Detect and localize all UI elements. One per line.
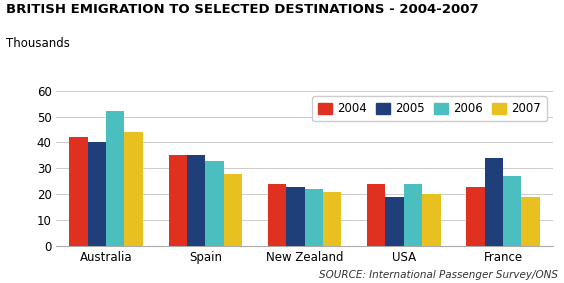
Bar — [286, 186, 305, 246]
Bar — [484, 158, 503, 246]
Bar — [268, 184, 286, 246]
Bar — [385, 197, 404, 246]
Bar — [169, 155, 187, 246]
Bar — [323, 192, 341, 246]
Bar — [205, 161, 224, 246]
Bar — [87, 142, 106, 246]
Bar — [466, 186, 484, 246]
Bar — [367, 184, 385, 246]
Text: Thousands: Thousands — [6, 37, 69, 50]
Bar — [125, 132, 143, 246]
Bar — [503, 176, 522, 246]
Text: SOURCE: International Passenger Survey/ONS: SOURCE: International Passenger Survey/O… — [319, 270, 558, 280]
Legend: 2004, 2005, 2006, 2007: 2004, 2005, 2006, 2007 — [312, 97, 547, 121]
Bar — [422, 194, 440, 246]
Bar — [305, 189, 323, 246]
Bar — [522, 197, 540, 246]
Bar — [404, 184, 422, 246]
Bar — [187, 155, 205, 246]
Text: BRITISH EMIGRATION TO SELECTED DESTINATIONS - 2004-2007: BRITISH EMIGRATION TO SELECTED DESTINATI… — [6, 3, 478, 16]
Bar — [69, 137, 87, 246]
Bar — [224, 173, 242, 246]
Bar — [106, 111, 125, 246]
